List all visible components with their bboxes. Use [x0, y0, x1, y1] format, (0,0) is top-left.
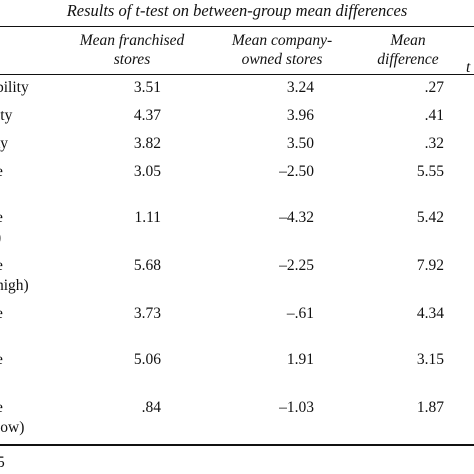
cell-mean-difference: 5.55 [416, 163, 444, 180]
bottom-rule [0, 444, 474, 446]
cell-mean-company-owned: 1.91 [286, 351, 314, 368]
cell-mean-difference: 5.42 [416, 209, 444, 226]
header-line: owned stores [241, 51, 323, 68]
cell-mean-company-owned: –4.32 [279, 209, 314, 226]
cell-mean-franchised: .84 [141, 399, 161, 416]
header-line: stores [113, 51, 151, 68]
row-label: bility [0, 79, 29, 96]
row-label: e [0, 400, 3, 416]
header-rule [0, 74, 474, 75]
top-rule [0, 26, 474, 27]
cell-mean-difference: .32 [424, 135, 444, 152]
cell-mean-difference: 4.34 [416, 305, 444, 322]
header-line: Mean franchised [79, 32, 185, 49]
row-label: e [0, 306, 3, 322]
header-line: Mean [390, 32, 426, 49]
cell-mean-company-owned: –2.25 [279, 257, 314, 274]
cell-mean-company-owned: 3.96 [286, 107, 314, 124]
cell-mean-company-owned: –2.50 [279, 163, 314, 180]
row-label: e [0, 352, 3, 368]
row-label: e [0, 164, 3, 180]
cell-mean-difference: 1.87 [416, 399, 444, 416]
header-line: difference [377, 51, 439, 68]
cell-mean-difference: 7.92 [416, 257, 444, 274]
row-label: ty [0, 135, 9, 152]
cell-mean-company-owned: –1.03 [279, 399, 314, 416]
row-label: ity [0, 107, 13, 124]
cell-mean-franchised: 3.82 [133, 135, 161, 152]
cell-mean-franchised: 3.05 [133, 163, 161, 180]
cell-mean-company-owned: 3.24 [286, 79, 314, 96]
header-line: Mean company- [231, 32, 333, 49]
row-label-continuation: high) [0, 277, 29, 294]
cell-mean-difference: .27 [424, 79, 444, 96]
cell-mean-franchised: 4.37 [133, 107, 161, 124]
footnote-fragment: 5 [0, 454, 5, 471]
header-mean-franchised: Mean franchised stores [62, 31, 202, 69]
row-label: e [0, 258, 3, 274]
cell-mean-difference: .41 [424, 107, 444, 124]
header-mean-difference: Mean difference [358, 31, 458, 69]
clipped-header-fragment: t [466, 59, 471, 76]
cell-mean-franchised: 5.68 [133, 257, 161, 274]
cell-mean-franchised: 5.06 [133, 351, 161, 368]
row-label: e [0, 210, 3, 226]
row-label-continuation: ) [0, 230, 1, 246]
cell-mean-company-owned: 3.50 [286, 135, 314, 152]
row-label-continuation: low) [0, 419, 25, 436]
table-caption: Results of t-test on between-group mean … [66, 1, 408, 20]
cell-mean-franchised: 3.73 [133, 305, 161, 322]
cell-mean-franchised: 3.51 [133, 79, 161, 96]
cell-mean-difference: 3.15 [416, 351, 444, 368]
cell-mean-franchised: 1.11 [134, 209, 161, 226]
header-mean-company-owned: Mean company- owned stores [212, 31, 352, 69]
cell-mean-company-owned: –.61 [286, 305, 314, 322]
